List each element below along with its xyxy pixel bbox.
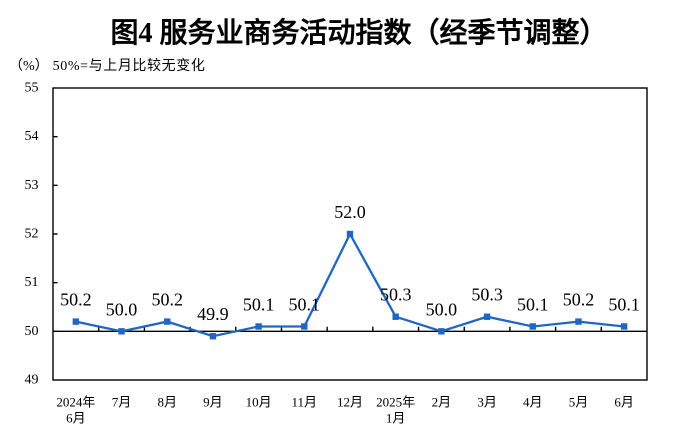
x-axis-label: 7月 <box>112 395 132 410</box>
x-axis-label: 10月 <box>246 395 272 410</box>
data-point-label: 50.0 <box>426 299 458 319</box>
data-point-marker <box>620 323 628 330</box>
data-point-marker <box>118 328 125 335</box>
data-point-marker <box>483 313 491 320</box>
x-axis-label: 4月 <box>523 395 543 410</box>
data-point-marker <box>346 230 354 238</box>
data-point-label: 50.1 <box>517 294 549 314</box>
data-point-marker <box>392 313 399 320</box>
x-axis-label: 6月 <box>614 395 634 410</box>
data-point-marker <box>438 328 445 335</box>
chart-title: 图4 服务业商务活动指数（经季节调整） <box>110 18 608 49</box>
data-point-marker <box>72 318 80 325</box>
data-point-marker <box>164 318 171 325</box>
data-point-label: 50.1 <box>608 294 640 314</box>
x-axis-label: 2025年 <box>376 395 415 410</box>
series-line <box>75 231 625 338</box>
data-point-marker <box>255 323 262 330</box>
x-axis-label: 12月 <box>337 395 363 410</box>
data-point-label: 50.2 <box>563 290 595 310</box>
x-axis-label: 9月 <box>203 395 223 410</box>
x-axis-label: 3月 <box>477 395 497 410</box>
data-point-marker <box>575 318 582 325</box>
data-point-label: 50.1 <box>289 294 321 314</box>
x-axis-label: 5月 <box>569 395 589 410</box>
y-tick-label: 53 <box>25 178 39 193</box>
data-point-marker <box>529 323 536 330</box>
x-axis-label: 11月 <box>292 395 318 410</box>
x-axis-label: 1月 <box>386 411 406 426</box>
x-axis-label: 2024年 <box>56 395 95 410</box>
baseline-note: 50%=与上月比较无变化 <box>52 59 206 74</box>
x-axis-label: 6月 <box>66 411 86 426</box>
data-point-label: 50.0 <box>106 299 138 319</box>
data-point-label: 50.1 <box>243 294 275 314</box>
y-tick-label: 51 <box>25 275 39 290</box>
data-point-label: 50.3 <box>471 285 503 305</box>
y-axis-unit-label: （%） <box>9 59 49 74</box>
y-tick-label: 50 <box>25 324 39 339</box>
data-point-label: 50.2 <box>60 290 92 310</box>
y-tick-label: 49 <box>25 373 39 388</box>
data-point-label: 49.9 <box>197 304 229 324</box>
data-point-label: 50.2 <box>151 290 183 310</box>
data-point-marker <box>209 333 217 340</box>
data-point-marker <box>301 323 308 330</box>
x-axis-label: 2月 <box>432 395 452 410</box>
y-tick-label: 52 <box>25 227 39 242</box>
chart-subtitle: （%） 50%=与上月比较无变化 <box>9 59 205 75</box>
y-tick-label: 55 <box>25 81 39 96</box>
y-tick-label: 54 <box>25 129 39 144</box>
x-axis-label: 8月 <box>157 395 177 410</box>
data-point-label: 52.0 <box>334 202 366 222</box>
data-point-label: 50.3 <box>380 285 412 305</box>
